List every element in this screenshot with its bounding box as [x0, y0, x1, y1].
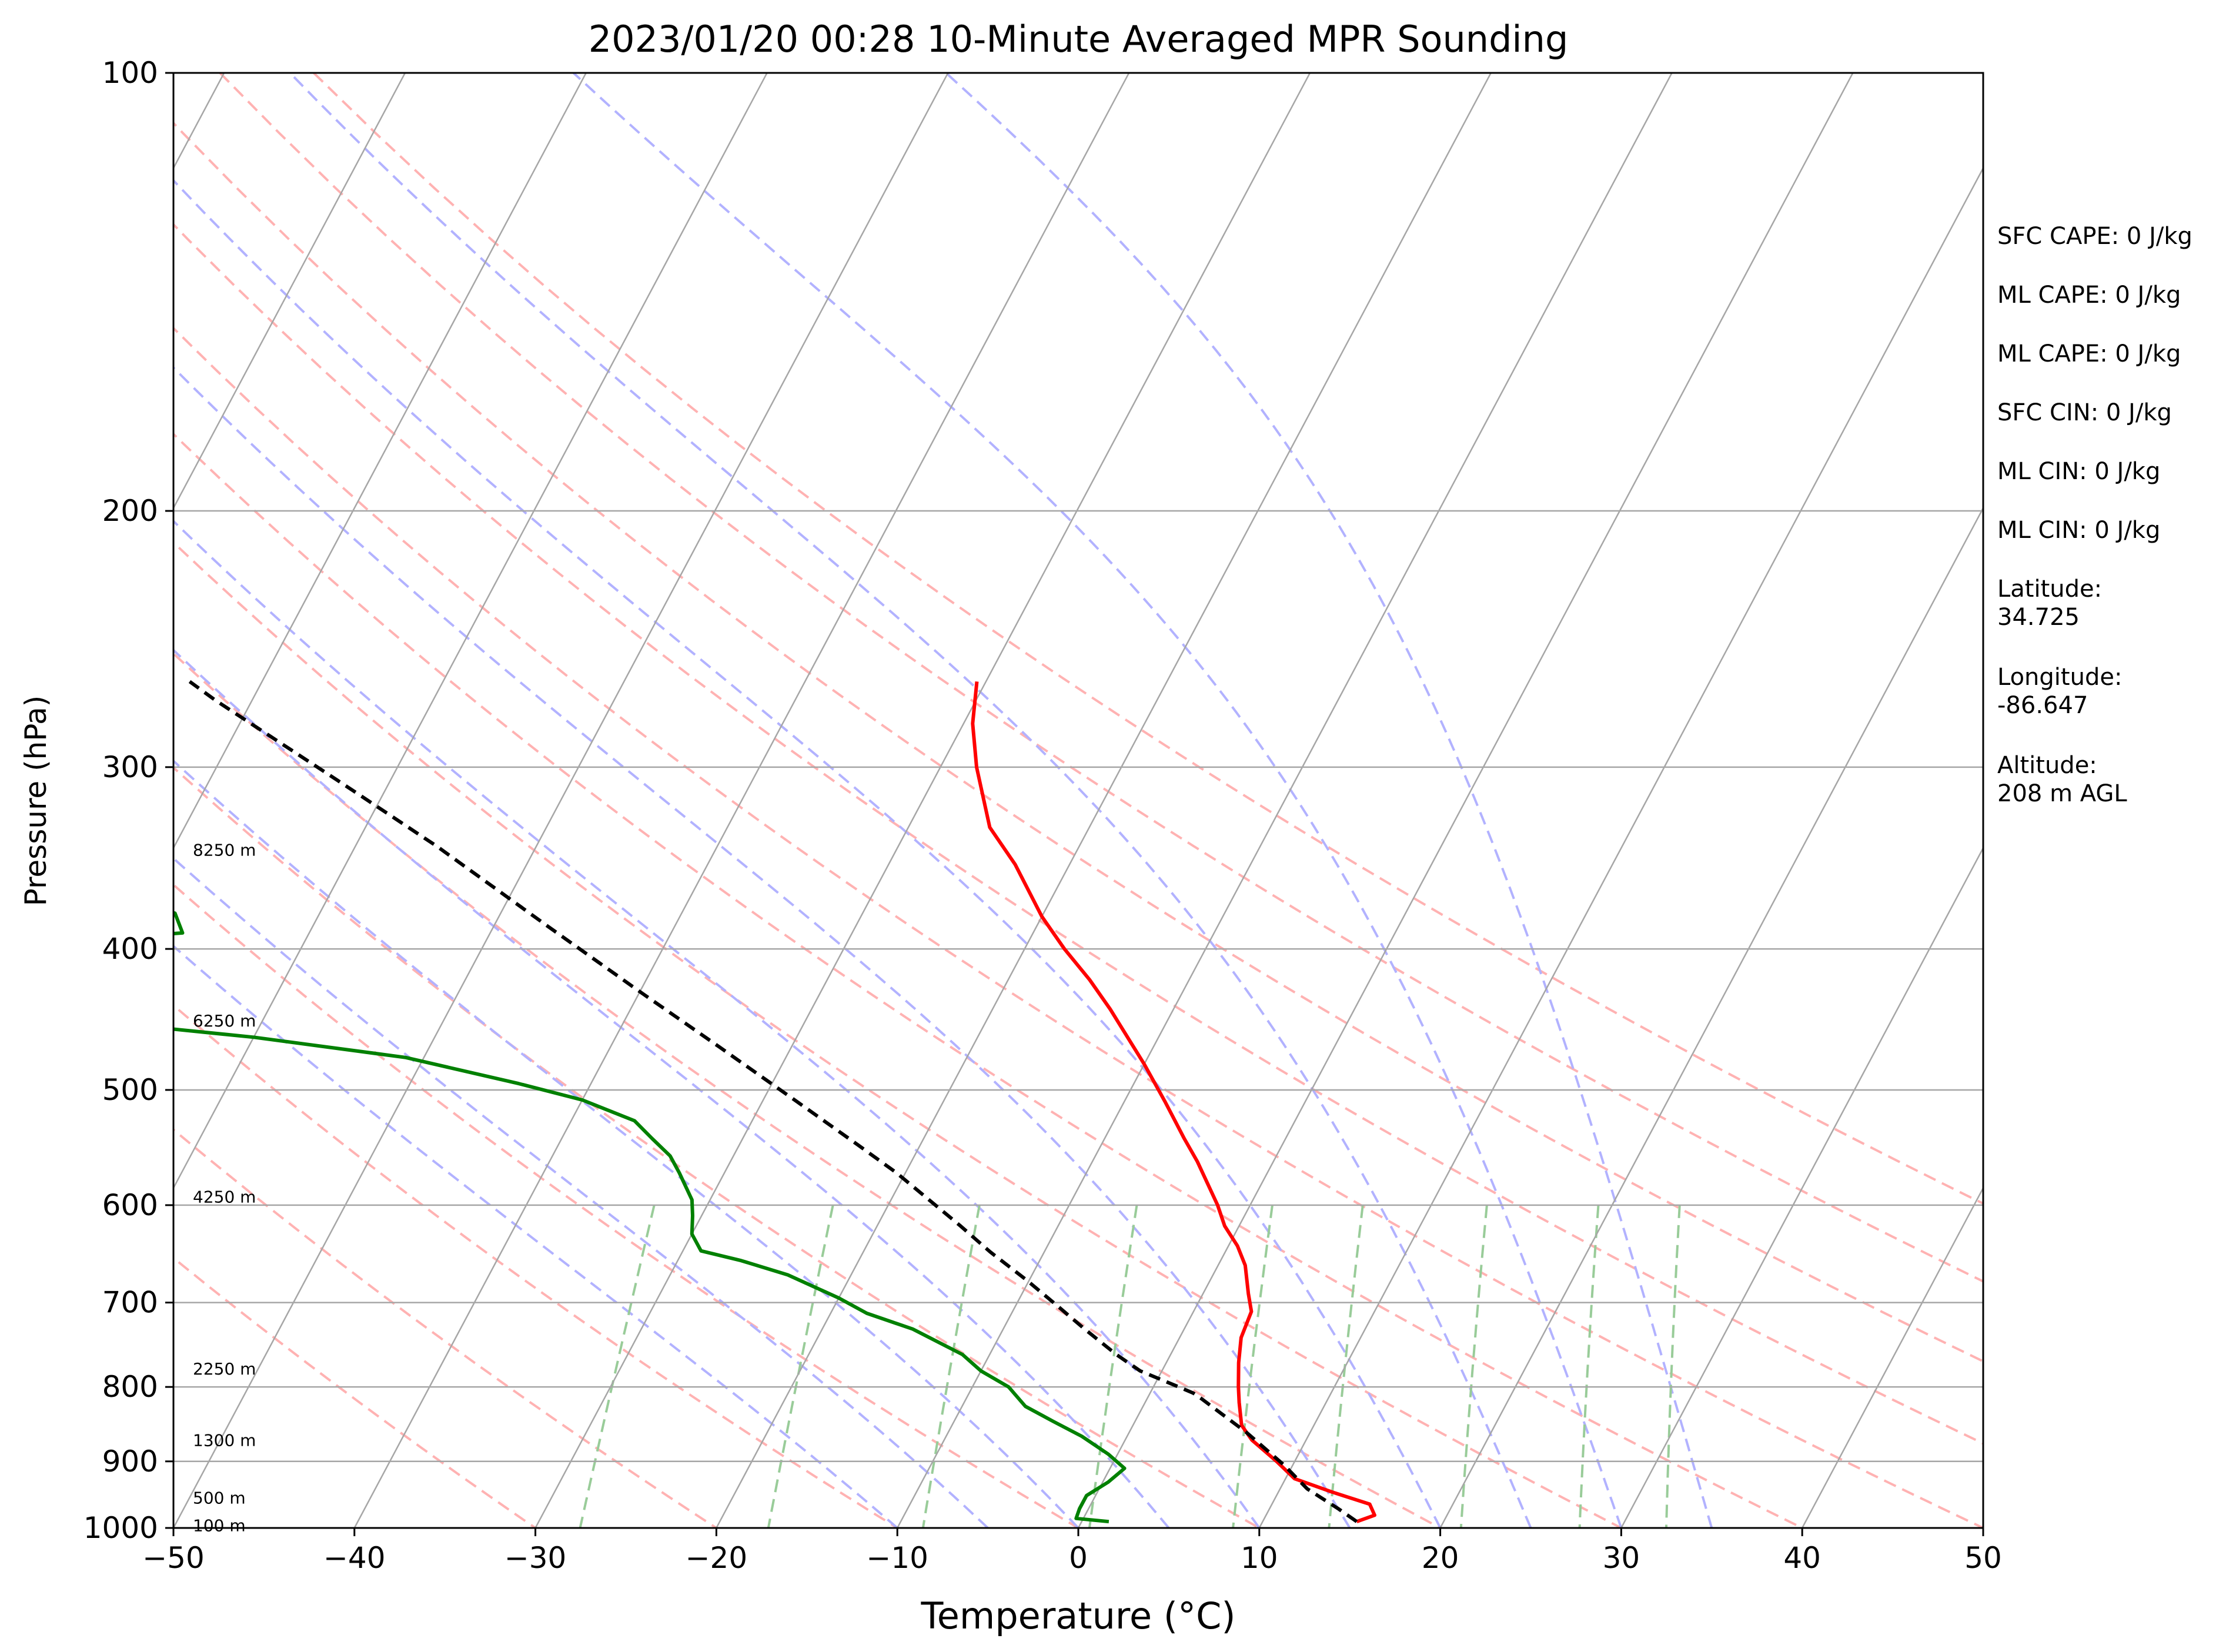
dry-adiabat: [219, 73, 1983, 1283]
dry-adiabat: [173, 1004, 900, 1528]
dry-adiabat: [173, 121, 1983, 1363]
mixing-ratio-line: [1578, 1205, 1600, 1528]
isotherm-gridlines: [173, 73, 1983, 1528]
isotherm-line: [173, 73, 406, 510]
y-tick-label: 700: [102, 1286, 158, 1320]
y-axis-ticks: 100 200 300 400 500 600 700 800 900 1000: [83, 56, 173, 1545]
mixing-ratio-line: [1459, 1205, 1488, 1528]
info-annotation: Altitude: 208 m AGL: [1997, 752, 2127, 807]
info-annotation: ML CAPE: 0 J/kg: [1997, 340, 2181, 367]
x-tick-label: −50: [142, 1541, 205, 1575]
x-tick-label: 0: [1069, 1541, 1088, 1575]
moist-adiabats: [173, 73, 1713, 1528]
info-annotation: SFC CAPE: 0 J/kg: [1997, 223, 2192, 250]
dewpoint-line: [173, 911, 1127, 1524]
y-tick-label: 800: [102, 1370, 158, 1404]
moist-adiabat: [173, 519, 1261, 1528]
dry-adiabat: [173, 432, 1805, 1528]
moist-adiabat: [173, 179, 1442, 1528]
x-tick-label: −10: [866, 1541, 928, 1575]
isotherm-line: [173, 73, 768, 1190]
isotherm-line: [173, 73, 949, 1528]
moist-adiabat: [173, 648, 1170, 1528]
isotherm-line: [1077, 73, 1854, 1528]
dry-adiabat: [173, 766, 1262, 1528]
isotherm-line: [897, 73, 1673, 1528]
isotherm-line: [1439, 506, 1983, 1528]
moist-adiabat: [945, 73, 1713, 1528]
info-annotation: Latitude: 34.725: [1997, 576, 2102, 631]
info-annotation: ML CIN: 0 J/kg: [1997, 458, 2160, 485]
height-label: 8250 m: [193, 841, 256, 860]
y-tick-label: 500: [102, 1073, 158, 1107]
isotherm-line: [1258, 166, 1983, 1528]
dry-adiabat: [173, 1128, 719, 1528]
dry-adiabat: [173, 1256, 538, 1528]
y-tick-label: 1000: [83, 1511, 158, 1545]
mixing-ratio-lines: [579, 1205, 1681, 1528]
moist-adiabat: [173, 759, 1079, 1528]
height-label: 4250 m: [193, 1187, 256, 1206]
dry-adiabats: [173, 73, 1983, 1528]
x-tick-label: 20: [1422, 1541, 1459, 1575]
dry-adiabat: [173, 222, 1983, 1445]
mixing-ratio-line: [579, 1205, 656, 1528]
info-annotation: Longitude: -86.647: [1997, 664, 2122, 719]
x-tick-label: −30: [504, 1541, 567, 1575]
x-axis-ticks: −50 −40 −30 −20 −10 0 10 20 30 40 50: [142, 1528, 2002, 1575]
isobar-gridlines: [173, 73, 1983, 1528]
x-tick-label: −20: [686, 1541, 748, 1575]
moist-adiabat: [289, 73, 1532, 1528]
plot-area: [173, 73, 1983, 1528]
dry-adiabat: [173, 883, 1081, 1528]
height-label: 1300 m: [193, 1430, 256, 1450]
moist-adiabat: [173, 944, 898, 1528]
plot-frame: [172, 72, 1984, 1529]
height-label: 2250 m: [193, 1359, 256, 1379]
info-annotation: ML CIN: 0 J/kg: [1997, 517, 2160, 544]
dry-adiabat: [173, 652, 1443, 1528]
height-labels: 8250 m 6250 m 4250 m 2250 m 1300 m 500 m 100 m: [193, 841, 256, 1536]
mixing-ratio-line: [921, 1205, 981, 1528]
isotherm-line: [716, 73, 1492, 1528]
mixing-ratio-line: [767, 1205, 834, 1528]
height-label: 100 m: [193, 1516, 246, 1536]
isotherm-line: [1801, 1186, 1983, 1528]
sounding-series: [173, 680, 1376, 1524]
x-tick-label: 30: [1603, 1541, 1640, 1575]
info-annotation: SFC CIN: 0 J/kg: [1997, 399, 2172, 426]
x-tick-label: −40: [323, 1541, 386, 1575]
dry-adiabat: [173, 541, 1624, 1528]
x-axis-title: Temperature (°C): [920, 1594, 1235, 1637]
temperature-line: [971, 681, 1376, 1524]
dry-adiabat: [313, 73, 1983, 1205]
isotherm-line: [173, 73, 587, 850]
y-tick-label: 300: [102, 750, 158, 784]
mixing-ratio-line: [1665, 1205, 1681, 1528]
y-tick-label: 200: [102, 494, 158, 528]
x-tick-label: 50: [1964, 1541, 2002, 1575]
height-label: 500 m: [193, 1488, 246, 1507]
info-annotation: ML CAPE: 0 J/kg: [1997, 282, 2181, 309]
y-axis-title: Pressure (hPa): [19, 695, 53, 907]
isotherm-line: [1620, 846, 1983, 1528]
dry-adiabat: [173, 326, 1983, 1528]
height-label: 6250 m: [193, 1011, 256, 1031]
y-tick-label: 900: [102, 1444, 158, 1479]
y-tick-label: 600: [102, 1188, 158, 1222]
x-tick-label: 10: [1241, 1541, 1278, 1575]
y-tick-label: 400: [102, 932, 158, 966]
isotherm-line: [353, 73, 1130, 1528]
isotherm-line: [534, 73, 1311, 1528]
y-tick-label: 100: [102, 56, 158, 90]
moist-adiabat: [173, 366, 1351, 1528]
chart-title: 2023/01/20 00:28 10-Minute Averaged MPR …: [589, 18, 1569, 61]
x-tick-label: 40: [1783, 1541, 1821, 1575]
info-panel: SFC CAPE: 0 J/kg ML CAPE: 0 J/kg ML CAPE: …: [1997, 223, 2192, 807]
parcel-profile-line: [188, 680, 1358, 1523]
